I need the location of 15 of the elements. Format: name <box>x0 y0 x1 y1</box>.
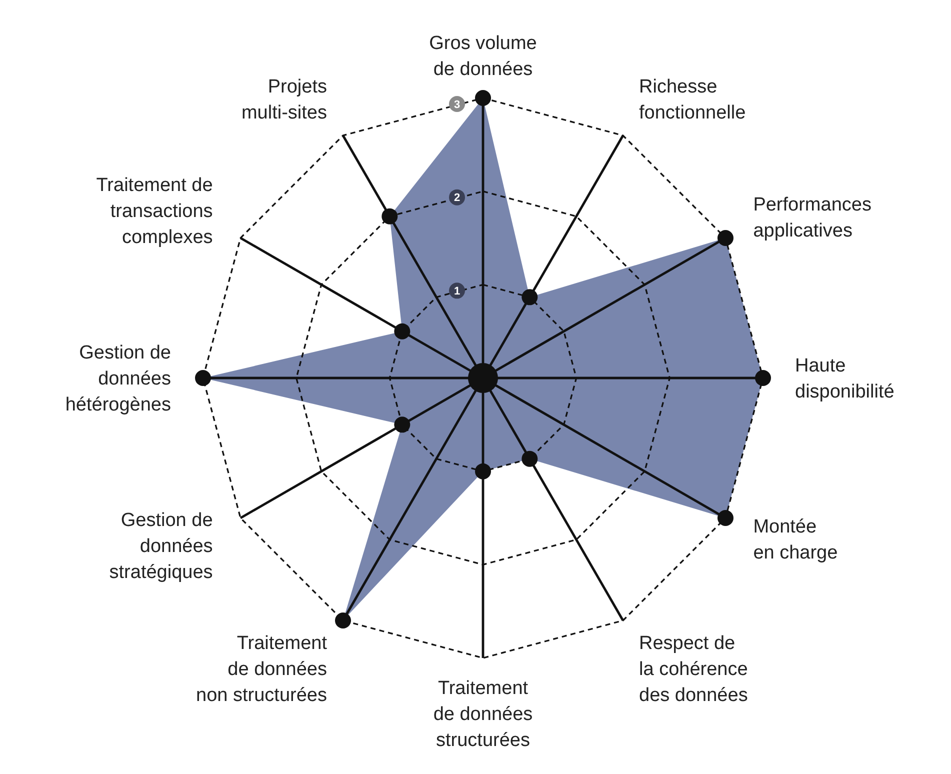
spoke-label: Traitement de données non structurées <box>196 632 328 706</box>
spoke-label: Richesse fonctionnelle <box>639 76 746 124</box>
spoke-label: Traitement de données structurées <box>433 678 533 751</box>
spoke-label: Projets multi-sites <box>241 76 327 124</box>
y-tick-label: 1 <box>454 286 460 298</box>
y-tick-label: 3 <box>454 98 460 111</box>
spoke-label: Respect de la cohérence des données <box>639 632 748 706</box>
y-tick-label: 2 <box>454 192 460 204</box>
spoke-label: Traitement de transactions complexes <box>96 174 213 248</box>
spoke-label: Performances applicatives <box>753 194 872 242</box>
spoke-label: Gestion de données hétérogènes <box>65 342 171 416</box>
spoke-label: Montée en charge <box>753 516 838 564</box>
spoke-label: Haute disponibilité <box>795 356 894 402</box>
spoke-label: Gestion de données stratégiques <box>109 510 213 584</box>
spoke-label: Gros volume de données <box>429 33 537 80</box>
